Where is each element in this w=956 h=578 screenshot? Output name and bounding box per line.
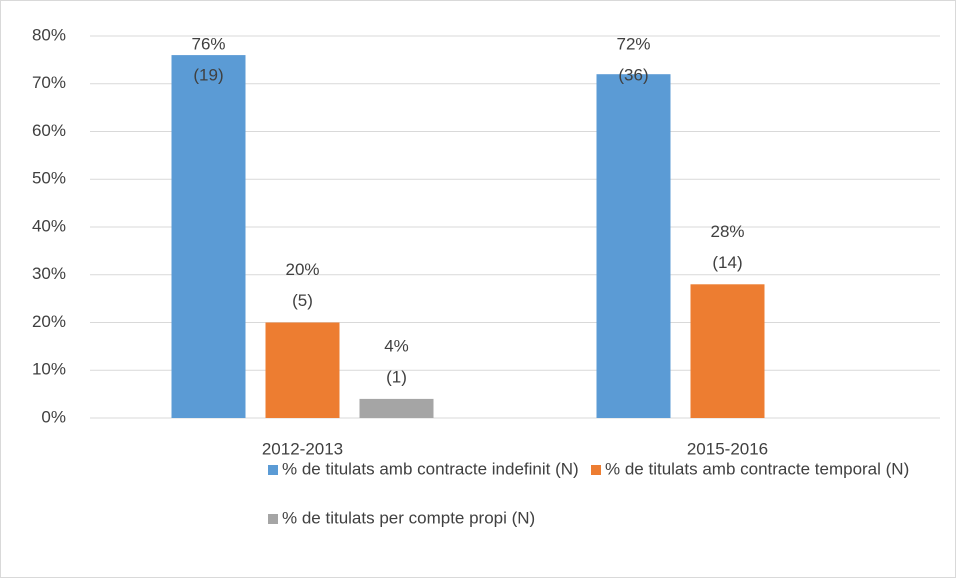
legend-label: % de titulats amb contracte indefinit (N… <box>282 459 579 478</box>
value-label: 72% <box>616 34 650 53</box>
legend-label: % de titulats amb contracte temporal (N) <box>605 459 909 478</box>
value-label: 28% <box>710 222 744 241</box>
bar <box>690 284 765 418</box>
x-tick-label: 2015-2016 <box>687 439 768 458</box>
count-label: (1) <box>386 367 407 386</box>
legend-swatch <box>591 465 601 475</box>
y-tick-label: 0% <box>41 407 66 426</box>
legend-swatch <box>268 514 278 524</box>
legend-swatch <box>268 465 278 475</box>
count-label: (36) <box>618 65 648 84</box>
count-label: (19) <box>193 65 223 84</box>
x-tick-label: 2012-2013 <box>262 439 343 458</box>
y-tick-label: 50% <box>32 169 66 188</box>
y-tick-label: 30% <box>32 264 66 283</box>
value-label: 20% <box>285 260 319 279</box>
y-tick-label: 60% <box>32 121 66 140</box>
y-tick-label: 80% <box>32 25 66 44</box>
y-tick-label: 70% <box>32 73 66 92</box>
value-label: 4% <box>384 336 409 355</box>
bar <box>171 55 246 418</box>
bar <box>596 74 671 418</box>
bar <box>265 322 340 418</box>
y-tick-label: 40% <box>32 216 66 235</box>
value-label: 76% <box>191 34 225 53</box>
count-label: (5) <box>292 291 313 310</box>
y-tick-label: 20% <box>32 312 66 331</box>
y-tick-label: 10% <box>32 360 66 379</box>
bar <box>359 398 434 418</box>
count-label: (14) <box>712 253 742 272</box>
legend-label: % de titulats per compte propi (N) <box>282 508 535 527</box>
